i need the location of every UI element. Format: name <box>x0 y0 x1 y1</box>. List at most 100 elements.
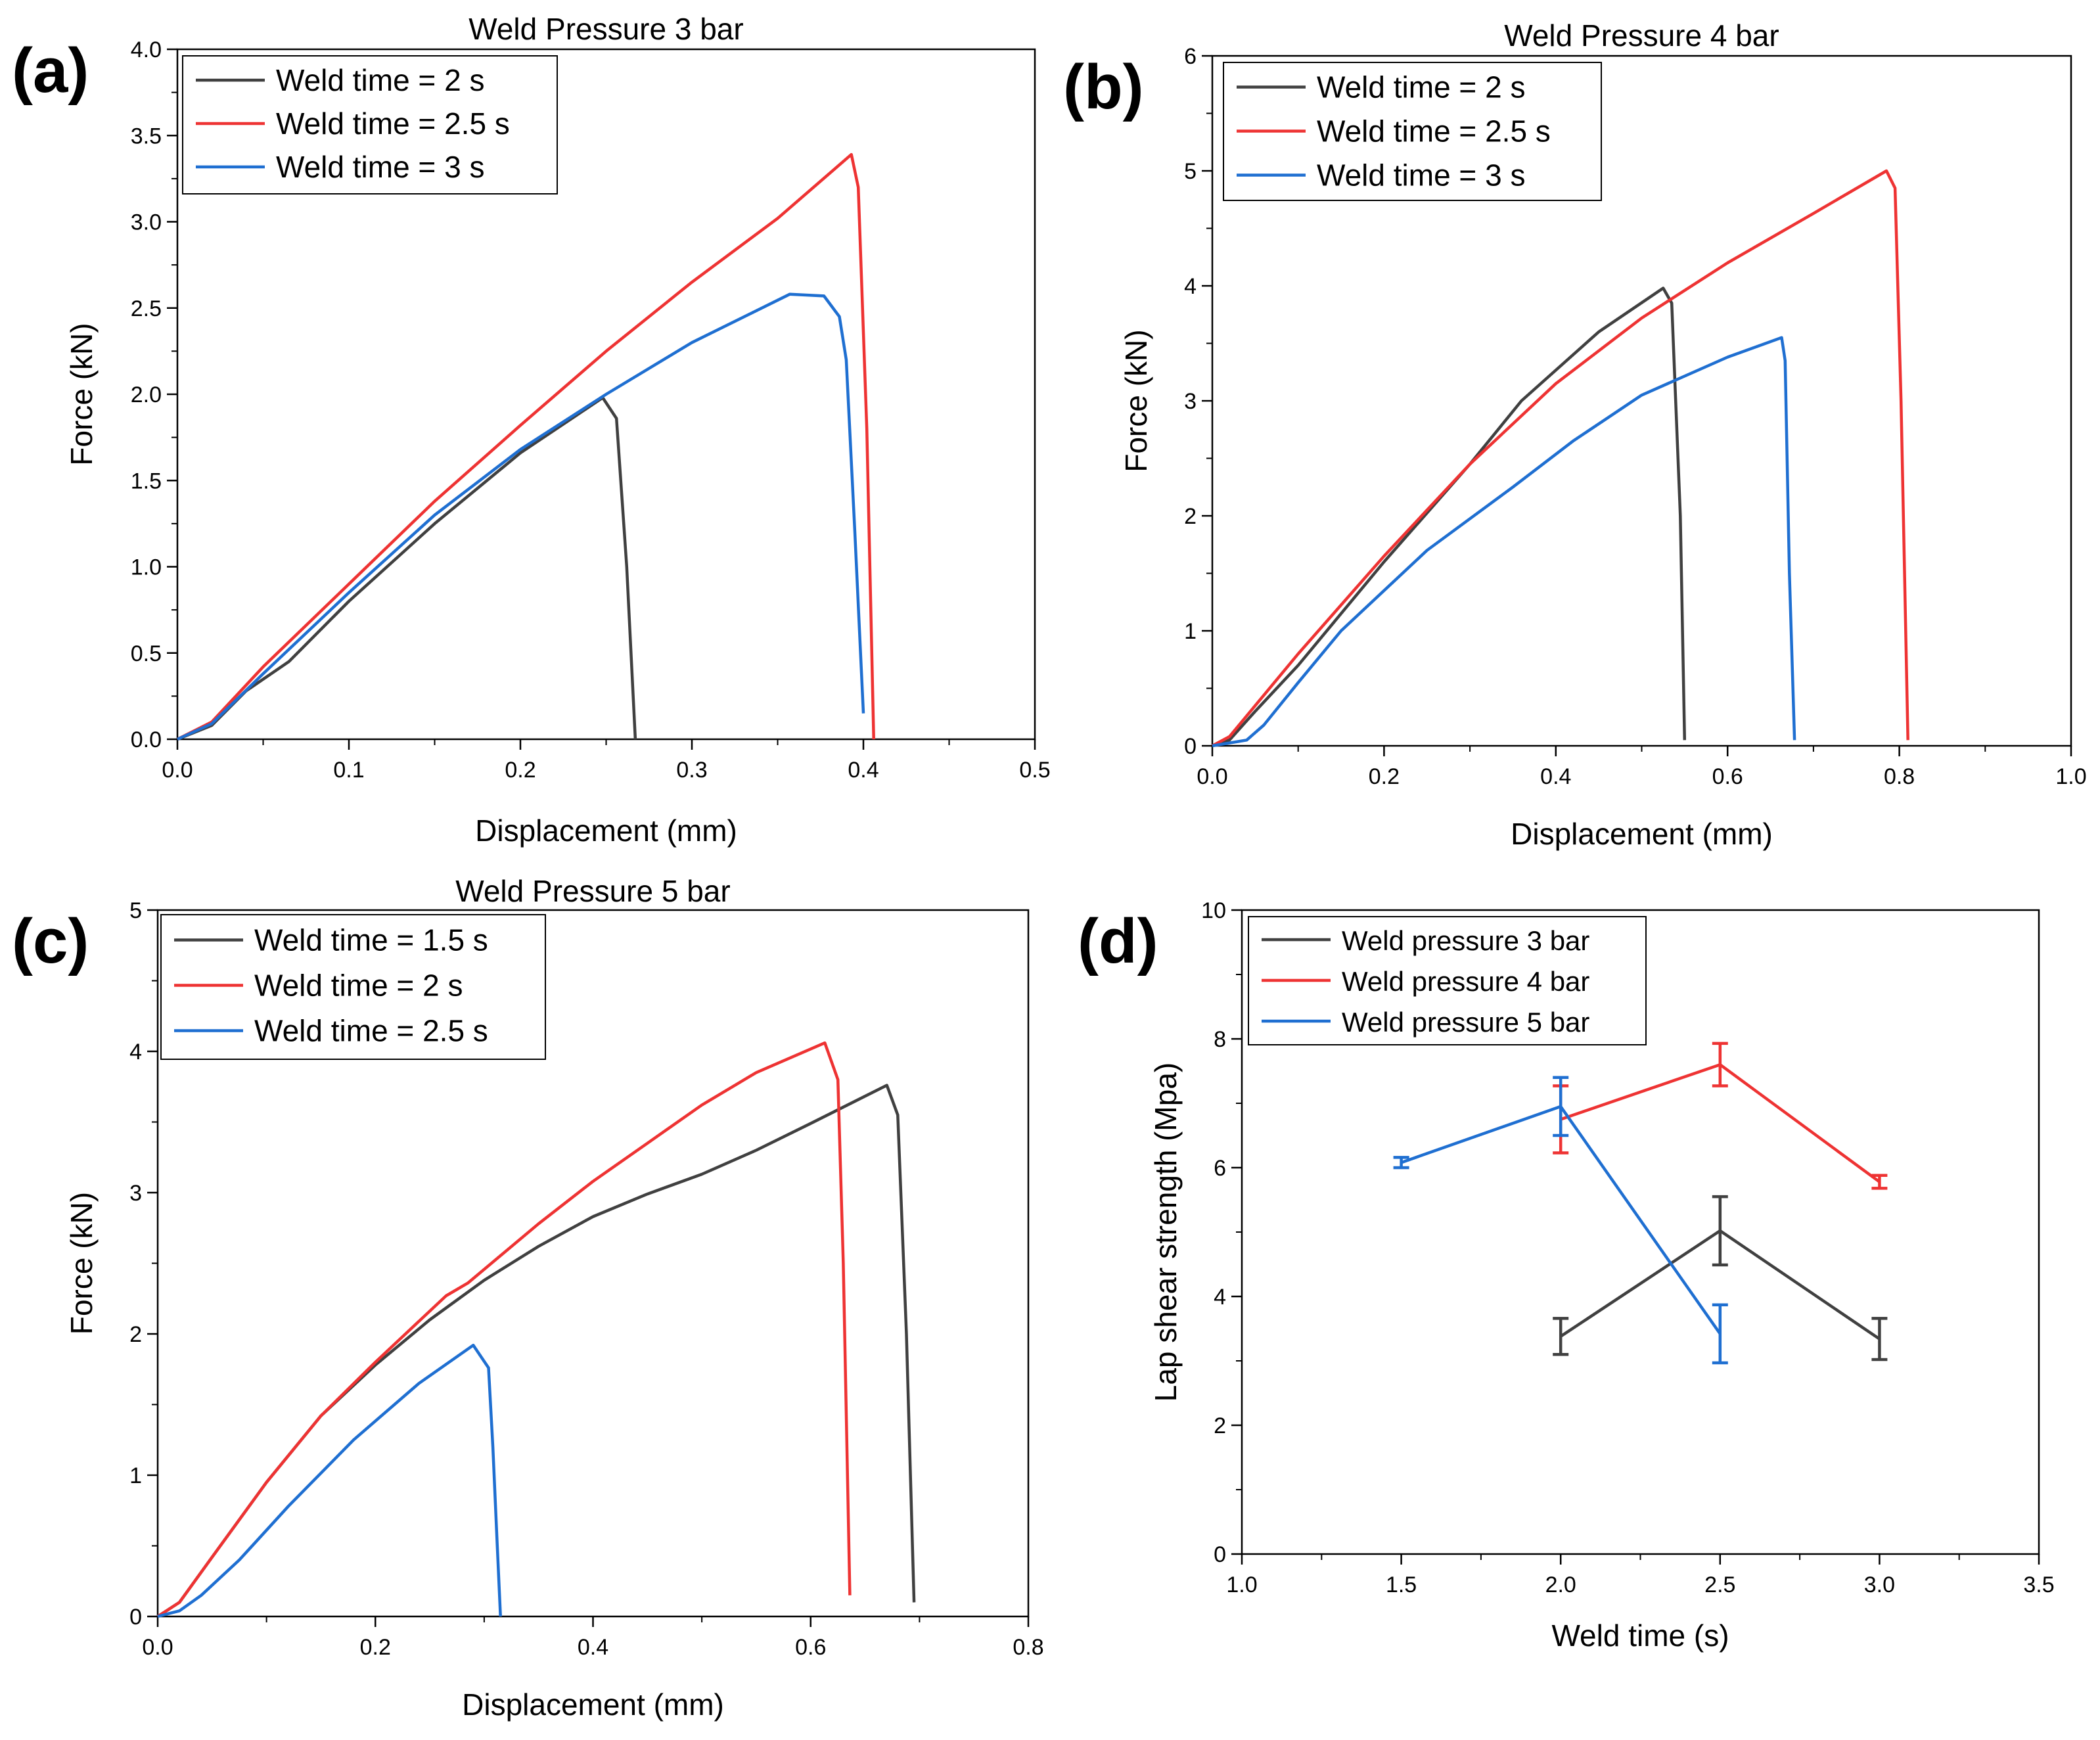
x-tick-label: 0.4 <box>578 1635 608 1660</box>
panel-label: (b) <box>1063 52 1144 122</box>
legend-entry: Weld pressure 5 bar <box>1342 1007 1589 1038</box>
chart-title: Weld Pressure 5 bar <box>455 874 730 908</box>
x-tick-label: 1.0 <box>2055 764 2086 789</box>
legend-entry: Weld time = 3 s <box>276 150 484 184</box>
x-tick-label: 3.0 <box>1864 1572 1895 1597</box>
error-bar <box>1393 1156 1409 1170</box>
y-axis-label: Force (kN) <box>1119 329 1153 472</box>
y-tick-label: 4 <box>1214 1285 1226 1310</box>
series-line-2 <box>156 1041 852 1618</box>
x-tick-label: 2.0 <box>1545 1572 1576 1597</box>
x-tick-label: 3.5 <box>2023 1572 2054 1597</box>
y-tick-label: 2 <box>129 1322 142 1347</box>
legend-entry: Weld pressure 4 bar <box>1342 966 1589 997</box>
y-tick-label: 3.5 <box>131 124 162 149</box>
x-tick-label: 0.0 <box>1197 764 1227 789</box>
error-bar <box>1712 1195 1728 1267</box>
x-tick-label: 0.2 <box>1369 764 1400 789</box>
y-tick-label: 3 <box>129 1181 142 1206</box>
x-tick-label: 0.6 <box>795 1635 826 1660</box>
panel-label: (c) <box>12 906 89 976</box>
legend-entry: Weld time = 2.5 s <box>254 1014 488 1048</box>
x-tick-label: 1.5 <box>1386 1572 1417 1597</box>
x-axis-label: Weld time (s) <box>1551 1618 1729 1653</box>
y-axis-label: Force (kN) <box>64 1192 99 1335</box>
error-bar <box>1553 1317 1569 1356</box>
x-tick-label: 2.5 <box>1704 1572 1735 1597</box>
x-tick-label: 0.4 <box>1540 764 1571 789</box>
y-tick-label: 0 <box>129 1605 142 1630</box>
series-line-3 <box>157 1343 502 1618</box>
series-line-1 <box>156 1084 916 1618</box>
series-line-1 <box>1212 286 1687 748</box>
y-tick-label: 10 <box>1201 898 1226 923</box>
x-axis-label: Displacement (mm) <box>475 813 737 848</box>
series-line-2 <box>176 152 875 741</box>
panel-d: 1.0 1.5 2.0 2.5 3.0 3.5 0 2 4 6 8 10 Weld pressure 3… <box>1078 898 2055 1653</box>
y-axis-label: Lap shear strength (Mpa) <box>1149 1063 1183 1402</box>
y-tick-label: 2.0 <box>131 382 162 407</box>
y-tick-label: 0.5 <box>131 641 162 666</box>
y-tick-label: 2 <box>1184 504 1197 529</box>
y-tick-label: 5 <box>1184 159 1197 184</box>
x-tick-label: 0.3 <box>676 758 707 783</box>
y-tick-label: 1.0 <box>131 555 162 580</box>
x-tick-label: 0.2 <box>360 1635 391 1660</box>
y-tick-label: 5 <box>129 898 142 923</box>
series-line-1 <box>177 396 637 741</box>
x-tick-label: 0.4 <box>848 758 879 783</box>
error-bar <box>1712 1303 1728 1365</box>
y-tick-label: 1.5 <box>131 469 162 493</box>
x-tick-label: 0.5 <box>1019 758 1050 783</box>
legend-entry: Weld time = 2 s <box>254 969 463 1003</box>
chart-title: Weld Pressure 4 bar <box>1504 18 1779 53</box>
y-tick-label: 4.0 <box>131 37 162 62</box>
legend-entry: Weld time = 1.5 s <box>254 923 488 957</box>
y-tick-label: 2.5 <box>131 296 162 321</box>
x-axis-label: Displacement (mm) <box>462 1687 724 1722</box>
series-line-3 <box>177 292 865 741</box>
y-tick-label: 3 <box>1184 389 1197 414</box>
error-bar <box>1553 1076 1569 1137</box>
legend-entry: Weld time = 2 s <box>1317 70 1525 104</box>
y-tick-label: 2 <box>1214 1413 1226 1438</box>
y-tick-label: 6 <box>1184 44 1197 69</box>
y-tick-label: 1 <box>1184 619 1197 644</box>
series-line-3 <box>1212 336 1796 748</box>
y-tick-label: 1 <box>129 1463 142 1488</box>
legend-entry: Weld time = 2 s <box>276 63 484 97</box>
x-tick-label: 0.2 <box>505 758 536 783</box>
series-line-2 <box>1211 169 1909 747</box>
y-tick-label: 8 <box>1214 1027 1226 1052</box>
panel-a: 0.0 0.1 0.2 0.3 0.4 0.5 0.0 0.5 1.0 1.5 2.0 2.5 3.0 3… <box>12 12 1051 848</box>
legend-entry: Weld time = 2.5 s <box>276 106 510 141</box>
x-tick-label: 0.1 <box>333 758 364 783</box>
panel-label: (d) <box>1078 906 1158 976</box>
chart-title: Weld Pressure 3 bar <box>468 12 743 46</box>
y-tick-label: 6 <box>1214 1156 1226 1181</box>
error-bar <box>1712 1042 1728 1088</box>
x-tick-label: 0.8 <box>1013 1635 1043 1660</box>
legend: Weld time = 2 s Weld time = 2.5 s Weld tim… <box>1223 62 1602 201</box>
y-axis-label: Force (kN) <box>64 323 99 465</box>
error-bar <box>1871 1174 1888 1190</box>
y-tick-label: 4 <box>129 1040 142 1065</box>
y-tick-label: 4 <box>1184 274 1197 299</box>
y-tick-label: 3.0 <box>131 210 162 235</box>
x-axis-label: Displacement (mm) <box>1511 817 1773 851</box>
x-tick-label: 0.8 <box>1884 764 1915 789</box>
y-tick-label: 0.0 <box>131 727 162 752</box>
legend-entry: Weld time = 3 s <box>1317 158 1525 193</box>
y-tick-label: 0 <box>1214 1542 1226 1567</box>
x-tick-label: 0.0 <box>162 758 193 783</box>
x-tick-label: 1.0 <box>1226 1572 1257 1597</box>
legend-entry: Weld time = 2.5 s <box>1317 114 1551 149</box>
panel-label: (a) <box>12 35 89 106</box>
x-tick-label: 0.6 <box>1712 764 1743 789</box>
panel-b: 0.0 0.2 0.4 0.6 0.8 1.0 0 1 2 3 4 5 6 Weld time = 2 s… <box>1063 18 2087 851</box>
y-tick-label: 0 <box>1184 734 1197 759</box>
legend: Weld pressure 3 bar Weld pressure 4 bar We… <box>1248 916 1647 1045</box>
legend: Weld time = 2 s Weld time = 2.5 s Weld tim… <box>182 55 558 195</box>
